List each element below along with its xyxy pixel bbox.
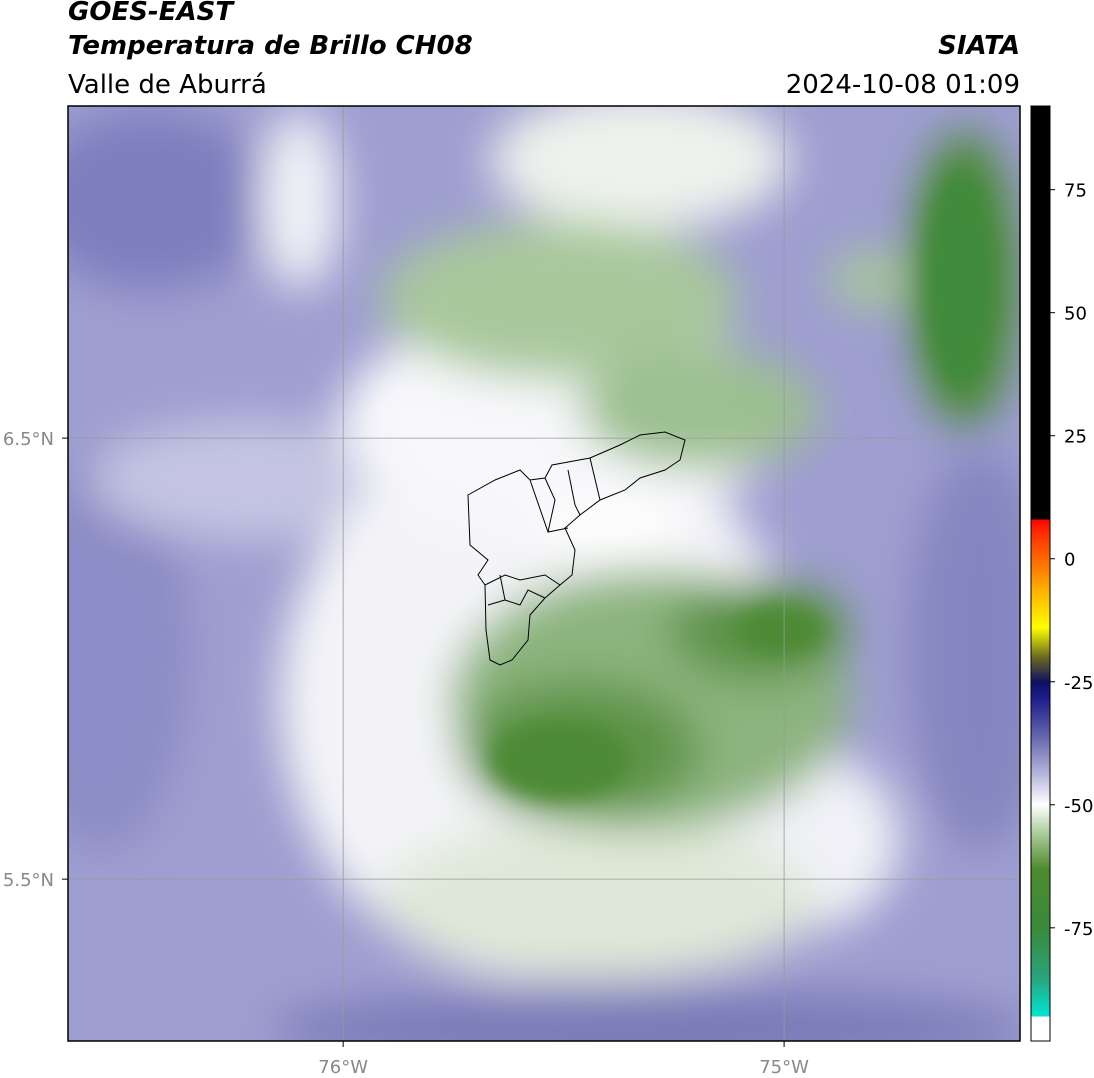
municipal-boundaries [467, 431, 686, 666]
map-frame [67, 105, 1021, 1042]
colorbar-tick-label: -50 [1064, 796, 1093, 817]
subtitle: Temperatura de Brillo CH08 [68, 31, 473, 61]
colorbar-tick-label: -75 [1064, 919, 1093, 940]
datetime: 2024-10-08 01:09 [786, 70, 1020, 100]
map-field [68, 106, 1020, 1041]
x-tick-label: 75°W [759, 1057, 809, 1078]
colorbar-tick-label: 25 [1064, 427, 1087, 448]
y-tick-label: 5.5°N [3, 870, 54, 891]
title: GOES-EAST [68, 0, 235, 27]
colorbar-tick-label: 75 [1064, 181, 1087, 202]
colorbar-tick-label: 0 [1064, 550, 1075, 571]
y-tick-label: 6.5°N [3, 429, 54, 450]
colorbar-tick-label: 50 [1064, 304, 1087, 325]
colorbar-tick-label: -25 [1064, 673, 1093, 694]
source: SIATA [938, 31, 1020, 61]
x-tick-label: 76°W [318, 1057, 368, 1078]
colorbar [1030, 105, 1051, 1042]
region: Valle de Aburrá [68, 70, 267, 100]
